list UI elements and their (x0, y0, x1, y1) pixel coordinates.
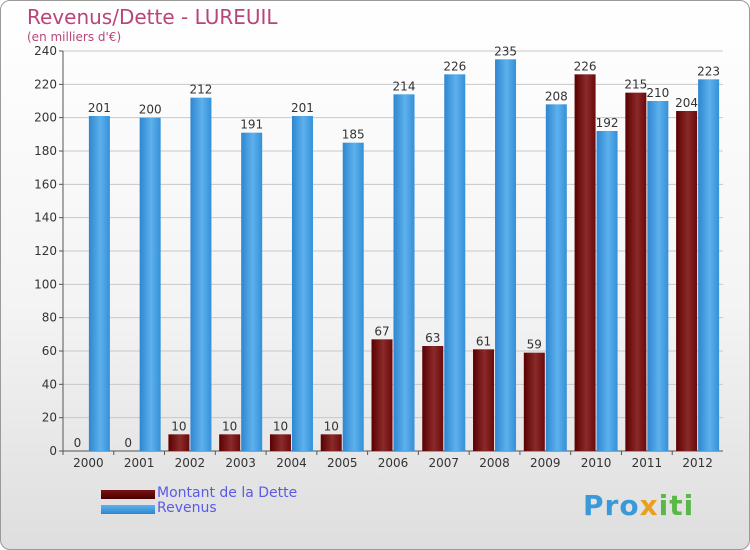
y-tick-label: 140 (34, 211, 57, 225)
y-tick-label: 40 (42, 377, 57, 391)
data-label-revenue: 208 (545, 89, 568, 103)
data-label-debt: 10 (324, 419, 339, 433)
legend-swatch-revenue (101, 505, 155, 514)
y-tick-label: 120 (34, 244, 57, 258)
data-label-revenue: 185 (342, 128, 365, 142)
data-label-debt: 0 (124, 436, 132, 450)
data-label-revenue: 235 (494, 44, 517, 58)
bar-debt-2008 (473, 349, 495, 451)
y-tick-label: 240 (34, 44, 57, 58)
bar-debt-2003 (219, 434, 241, 451)
x-tick-label: 2006 (378, 456, 409, 470)
data-label-debt: 215 (624, 78, 647, 92)
data-label-debt: 0 (74, 436, 82, 450)
data-label-debt: 63 (425, 331, 440, 345)
x-tick-label: 2011 (632, 456, 663, 470)
bar-revenue-2005 (342, 142, 364, 451)
y-tick-label: 60 (42, 344, 57, 358)
data-label-revenue: 200 (139, 103, 162, 117)
y-tick-label: 220 (34, 77, 57, 91)
data-label-revenue: 212 (189, 83, 212, 97)
bar-revenue-2002 (190, 97, 212, 452)
chart-title: Revenus/Dette - LUREUIL (27, 5, 278, 29)
data-label-debt: 61 (476, 334, 491, 348)
bar-debt-2011 (625, 92, 647, 452)
bar-revenue-2012 (698, 79, 720, 451)
x-tick-label: 2002 (175, 456, 206, 470)
x-tick-label: 2012 (682, 456, 713, 470)
x-tick-label: 2004 (276, 456, 307, 470)
data-label-revenue: 210 (646, 86, 669, 100)
data-label-debt: 10 (273, 419, 288, 433)
legend-item-debt: Montant de la Dette (101, 485, 361, 502)
x-tick-label: 2009 (530, 456, 561, 470)
data-label-debt: 10 (222, 419, 237, 433)
data-label-revenue: 201 (291, 101, 314, 115)
bar-debt-2007 (422, 346, 444, 451)
data-label-debt: 59 (527, 338, 542, 352)
proxiti-logo: Proxiti (583, 489, 695, 522)
data-label-revenue: 226 (443, 59, 466, 73)
gridlines (63, 50, 723, 419)
legend-swatch-debt (101, 490, 155, 499)
legend-label-debt: Montant de la Dette (157, 485, 298, 501)
legend-label-revenue: Revenus (157, 500, 217, 516)
x-tick-label: 2000 (73, 456, 104, 470)
labels: 0 201 0 200 10 212 10 191 10 201 10 185 67 214 63 226 61… (74, 44, 721, 450)
data-label-revenue: 214 (393, 79, 416, 93)
bar-revenue-2003 (241, 132, 263, 451)
bar-debt-2012 (676, 111, 698, 451)
x-tick-label: 2003 (225, 456, 256, 470)
y-tick-label: 0 (49, 444, 57, 458)
data-label-debt: 226 (574, 59, 597, 73)
data-label-revenue: 191 (240, 118, 263, 132)
data-label-revenue: 223 (697, 64, 720, 78)
y-tick-label: 200 (34, 111, 57, 125)
y-tick-label: 160 (34, 177, 57, 191)
x-tick-label: 2008 (479, 456, 510, 470)
x-tick-label: 2005 (327, 456, 358, 470)
bar-debt-2004 (269, 434, 291, 451)
bar-revenue-2008 (495, 59, 517, 451)
bar-debt-2006 (371, 339, 393, 451)
bars (88, 59, 720, 452)
data-label-debt: 67 (374, 324, 389, 338)
bar-revenue-2006 (393, 94, 415, 451)
x-tick-label: 2001 (124, 456, 155, 470)
bar-revenue-2011 (647, 101, 669, 451)
y-tick-label: 80 (42, 311, 57, 325)
legend: Montant de la Dette Revenus (101, 485, 361, 517)
bar-debt-2010 (574, 74, 596, 451)
chart-subtitle: (en milliers d'€) (27, 30, 122, 44)
x-tick-label: 2007 (428, 456, 459, 470)
x-tick-label: 2010 (581, 456, 612, 470)
y-tick-label: 100 (34, 277, 57, 291)
legend-item-revenue: Revenus (101, 500, 361, 517)
y-tick-label: 180 (34, 144, 57, 158)
bar-revenue-2010 (596, 131, 618, 451)
bar-revenue-2004 (291, 116, 313, 451)
data-label-revenue: 201 (88, 101, 111, 115)
bar-revenue-2001 (139, 117, 161, 452)
bar-debt-2009 (523, 352, 545, 451)
bar-revenue-2009 (545, 104, 567, 451)
data-label-debt: 204 (675, 96, 698, 110)
data-label-debt: 10 (171, 419, 186, 433)
bar-debt-2002 (168, 434, 190, 451)
bar-revenue-2007 (444, 74, 466, 451)
bar-revenue-2000 (88, 116, 110, 451)
bar-debt-2005 (320, 434, 342, 451)
data-label-revenue: 192 (596, 116, 619, 130)
y-tick-label: 20 (42, 411, 57, 425)
